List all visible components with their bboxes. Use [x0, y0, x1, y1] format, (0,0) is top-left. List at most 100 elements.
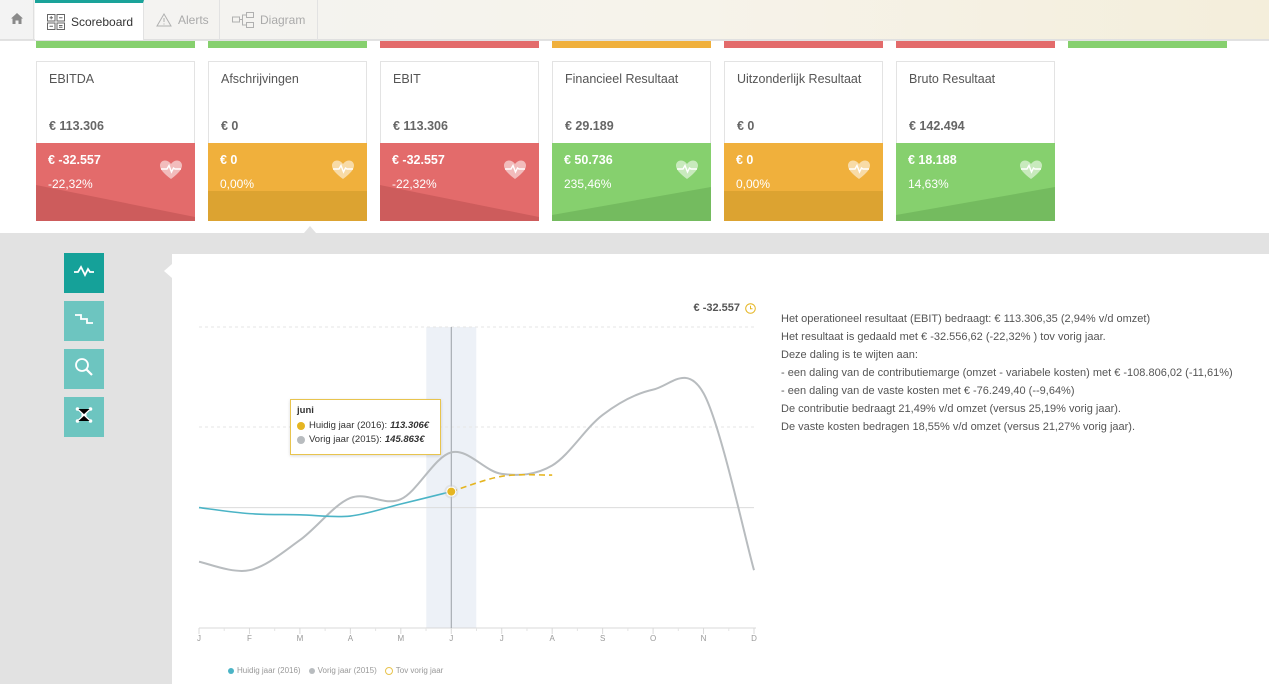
tooltip-value: 145.863€ [384, 434, 425, 445]
tab-diagram[interactable]: Diagram [220, 0, 318, 40]
legend-item-current[interactable]: Huidig jaar (2016) [228, 666, 301, 675]
card-delta: € -32.557 [48, 153, 101, 167]
scorecard[interactable]: EBIT € 113.306 € -32.557 -22,32% [380, 61, 539, 221]
home-button[interactable] [0, 0, 34, 40]
step-chart-icon [74, 312, 94, 331]
card-status-strip [36, 41, 195, 48]
card-status: € 18.188 14,63% [896, 143, 1055, 221]
legend-label: Huidig jaar (2016) [237, 666, 301, 675]
heart-pulse-icon [1019, 160, 1043, 185]
legend-swatch [228, 667, 234, 674]
card-header: Financieel Resultaat € 29.189 [552, 61, 711, 143]
card-wave [208, 191, 367, 221]
warning-icon [156, 13, 172, 27]
top-nav: Scoreboard Alerts Diagram [0, 0, 1269, 40]
current-year-dot [297, 422, 305, 430]
x-tick-label: J [197, 634, 201, 643]
card-header: EBIT € 113.306 [380, 61, 539, 143]
analysis-line: Het resultaat is gedaald met € -32.556,6… [781, 331, 1106, 343]
card-header: Uitzonderlijk Resultaat € 0 [724, 61, 883, 143]
card-value: € 113.306 [393, 119, 448, 133]
card-status-strip [208, 41, 367, 48]
latest-value-label: € -32.557 [693, 302, 740, 314]
heart-pulse-icon [503, 160, 527, 185]
line-chart-icon [73, 264, 95, 283]
zoom-tool-button[interactable] [64, 349, 104, 389]
panel-notch [164, 264, 172, 278]
scorecard[interactable]: EBITDA € 113.306 € -32.557 -22,32% [36, 61, 195, 221]
legend-swatch [308, 667, 315, 674]
heart-pulse-icon [159, 160, 183, 185]
previous-year-dot [297, 436, 305, 444]
hover-point [446, 486, 457, 497]
legend-item-vs[interactable]: Tov vorig jaar [384, 666, 443, 675]
card-delta: € 0 [736, 153, 754, 167]
card-percentage: 235,46% [564, 177, 612, 191]
card-title: Afschrijvingen [221, 72, 299, 86]
card-title: EBITDA [49, 72, 95, 86]
card-title: Uitzonderlijk Resultaat [737, 72, 862, 86]
line-chart-tool-button[interactable] [64, 253, 104, 293]
legend-swatch [384, 666, 393, 675]
scoreboard-icon [47, 13, 65, 30]
card-status: € 0 0,00% [724, 143, 883, 221]
card-status: € 50.736 235,46% [552, 143, 711, 221]
card-wave [724, 191, 883, 221]
network-icon [74, 405, 94, 430]
network-tool-button[interactable] [64, 397, 104, 437]
legend-item-previous[interactable]: Vorig jaar (2015) [308, 666, 377, 675]
card-header: Bruto Resultaat € 142.494 [896, 61, 1055, 143]
analysis-line: De vaste kosten bedragen 18,55% v/d omze… [781, 421, 1136, 433]
card-delta: € 50.736 [564, 153, 613, 167]
card-status-strip [552, 41, 711, 48]
card-wave [552, 187, 711, 221]
home-icon [10, 11, 23, 29]
step-chart-tool-button[interactable] [64, 301, 104, 341]
series-previous-year [198, 377, 755, 572]
scorecard[interactable]: Bruto Resultaat € 142.494 € 18.188 14,63% [896, 61, 1055, 221]
card-delta: € -32.557 [392, 153, 445, 167]
card-percentage: 14,63% [908, 177, 949, 191]
card-status: € -32.557 -22,32% [36, 143, 195, 221]
x-tick-label: J [449, 634, 454, 643]
tooltip-value: 113.306€ [390, 420, 430, 431]
card-value: € 29.189 [565, 119, 614, 133]
scorecard[interactable]: Afschrijvingen € 0 € 0 0,00% [208, 61, 367, 221]
x-tick-label: M [397, 634, 405, 643]
analysis-text: Het operationeel resultaat (EBIT) bedraa… [781, 310, 1233, 436]
card-status-strip [380, 41, 539, 48]
selected-card-pointer [304, 226, 316, 233]
heart-pulse-icon [331, 160, 355, 185]
card-value: € 113.306 [49, 119, 104, 133]
tab-label: Alerts [178, 13, 209, 27]
card-status-strip [1068, 41, 1227, 48]
scorecard[interactable]: Uitzonderlijk Resultaat € 0 € 0 0,00% [724, 61, 883, 221]
card-value: € 0 [737, 119, 755, 133]
tooltip-label: Vorig jaar (2015): [309, 434, 382, 445]
scorecard[interactable]: Financieel Resultaat € 29.189 € 50.736 235,… [552, 61, 711, 221]
card-delta: € 0 [220, 153, 238, 167]
card-title: Bruto Resultaat [909, 72, 996, 86]
latest-value: € -32.557 [650, 302, 756, 314]
tab-label: Diagram [260, 13, 306, 27]
card-status: € 0 0,00% [208, 143, 367, 221]
legend-label: Vorig jaar (2015) [317, 666, 377, 675]
tab-label: Scoreboard [71, 14, 134, 29]
tab-scoreboard[interactable]: Scoreboard [35, 0, 144, 40]
tooltip-row-previous: Vorig jaar (2015): 145.863€ [297, 433, 434, 447]
x-tick-label: M [296, 634, 304, 643]
analysis-line: De contributie bedraagt 21,49% v/d omzet… [781, 403, 1121, 415]
analysis-line: - een daling van de contributiemarge (om… [781, 367, 1233, 379]
card-status-strip [896, 41, 1055, 48]
tooltip-row-current: Huidig jaar (2016): 113.306€ [297, 419, 434, 433]
card-title: EBIT [393, 72, 421, 86]
x-tick-label: N [700, 634, 707, 643]
card-wave [896, 187, 1055, 221]
tooltip-label: Huidig jaar (2016): [309, 420, 388, 431]
zoom-icon [74, 357, 94, 382]
tab-alerts[interactable]: Alerts [144, 0, 220, 40]
analysis-line: - een daling van de vaste kosten met € -… [781, 385, 1075, 397]
x-tick-label: A [549, 634, 555, 643]
x-tick-label: D [751, 634, 757, 643]
